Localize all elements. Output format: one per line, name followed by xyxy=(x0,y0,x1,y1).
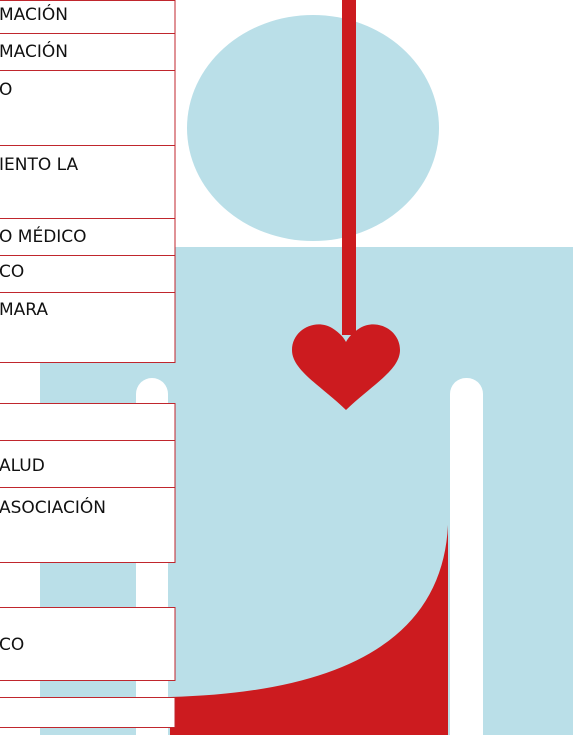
label-text: MACIÓN xyxy=(0,40,68,62)
label-text: ALUD xyxy=(0,456,45,476)
label-text: ASOCIACIÓN xyxy=(0,496,106,518)
label-text: O xyxy=(0,80,12,100)
label-box xyxy=(0,404,175,441)
label-box xyxy=(0,256,175,293)
label-box xyxy=(0,698,175,728)
label-box xyxy=(0,608,175,681)
label-text: CO xyxy=(0,262,24,282)
label-text: MACIÓN xyxy=(0,3,68,25)
label-box xyxy=(0,71,175,146)
arm-gap xyxy=(450,378,483,735)
head xyxy=(187,15,439,241)
label-text: IENTO LA xyxy=(0,155,79,175)
page: {"items": [ {"label": "MACIÓN"}, {"label… xyxy=(0,0,573,735)
label-text: O MÉDICO xyxy=(0,225,87,247)
infographic: MACIÓN MACIÓN O IENTO LA O MÉDICO CO MARA ALUD A… xyxy=(0,0,573,735)
label-text: MARA xyxy=(0,300,48,320)
label-text: CO xyxy=(0,635,24,655)
arrow-line xyxy=(342,0,356,335)
